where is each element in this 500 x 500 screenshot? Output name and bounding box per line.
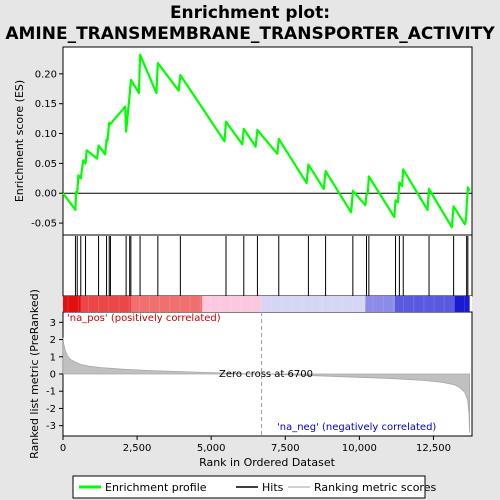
- metric-ytick-label: 0: [50, 370, 56, 381]
- es-ytick-label: 0.05: [35, 159, 57, 170]
- annotation-neg: 'na_neg' (negatively correlated): [277, 422, 436, 433]
- color-bar-segment: [365, 296, 395, 312]
- legend-label-enrichment: Enrichment profile: [105, 481, 207, 494]
- chart-title-line1: Enrichment plot:: [170, 3, 330, 23]
- annotation-pos: 'na_pos' (positively correlated): [67, 313, 221, 324]
- es-ylabel: Enrichment score (ES): [13, 80, 26, 202]
- color-bar-segment: [63, 296, 81, 312]
- es-ytick-label: 0.20: [35, 69, 57, 80]
- chart-title-line2: AMINE_TRANSMEMBRANE_TRANSPORTER_ACTIVITY: [5, 24, 495, 44]
- metric-xtick-label: 0: [60, 443, 66, 454]
- metric-ytick-label: 1: [50, 352, 56, 363]
- metric-xtick-label: 12,500: [416, 443, 451, 454]
- legend-label-hits: Hits: [262, 481, 284, 494]
- es-ytick-label: 0.10: [35, 129, 57, 140]
- rank-color-bar: [63, 296, 470, 312]
- metric-ytick-label: 2: [50, 335, 56, 346]
- enrichment-profile-line: [62, 53, 471, 229]
- color-bar-segment: [261, 296, 366, 312]
- es-ytick-label: -0.05: [31, 219, 57, 230]
- es-ytick-label: 0.00: [35, 189, 57, 200]
- metric-xtick-label: 7,500: [271, 443, 300, 454]
- hits-panel: [62, 234, 473, 297]
- metric-ylabel: Ranked list metric (PreRanked): [28, 289, 41, 459]
- es-ytick-label: 0.15: [35, 99, 57, 110]
- color-bar-segment: [454, 296, 470, 312]
- color-bar-segment: [394, 296, 455, 312]
- metric-plot: -3 -2 -1 0 1 2 3 0 2,500 5,000 7,500 10,000 12,500: [46, 312, 470, 454]
- hits-plot: [74, 236, 469, 296]
- metric-xtick-label: 5,000: [197, 443, 226, 454]
- color-bar-segment: [202, 296, 262, 312]
- annotation-zero-cross: Zero cross at 6700: [219, 369, 313, 380]
- metric-ytick-label: -3: [46, 421, 56, 432]
- es-plot: -0.05 0.00 0.05 0.10 0.15 0.20: [31, 53, 472, 230]
- metric-ytick-label: 3: [50, 318, 56, 329]
- metric-ytick-label: -2: [46, 404, 56, 415]
- ranking-metric-area: [62, 337, 470, 433]
- legend-label-ranking: Ranking metric scores: [314, 481, 436, 494]
- metric-xtick-label: 2,500: [123, 443, 152, 454]
- metric-ytick-label: -1: [46, 387, 56, 398]
- metric-xtick-label: 10,000: [342, 443, 377, 454]
- color-bar-segment: [80, 296, 132, 312]
- legend: Enrichment profile Hits Ranking metric s…: [72, 475, 436, 499]
- metric-xlabel: Rank in Ordered Dataset: [199, 456, 336, 469]
